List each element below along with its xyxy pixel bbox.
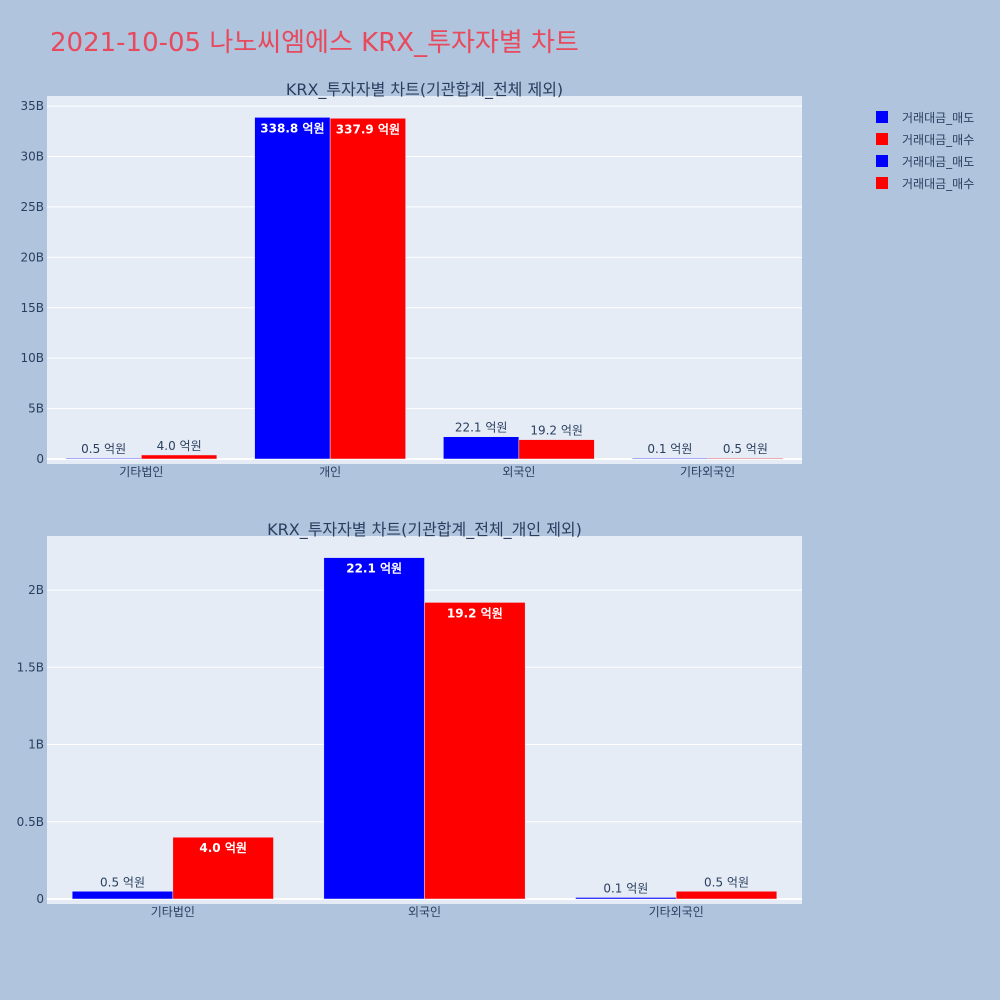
y-tick-label: 5B: [28, 402, 44, 416]
legend-swatch-buy: [876, 177, 888, 189]
y-tick-label: 1.5B: [17, 660, 44, 674]
y-tick-label: 2B: [28, 583, 44, 597]
y-tick-label: 15B: [20, 301, 44, 315]
data-label: 337.9 억원: [336, 122, 400, 136]
legend-item-sell-2[interactable]: 거래대금_매도: [876, 150, 974, 172]
plot-area: [47, 96, 802, 464]
y-tick-label: 30B: [20, 150, 44, 164]
y-tick-label: 10B: [20, 351, 44, 365]
legend-label: 거래대금_매수: [902, 176, 975, 191]
data-label: 19.2 억원: [447, 606, 503, 620]
y-tick-label: 25B: [20, 200, 44, 214]
y-tick-label: 20B: [20, 250, 44, 264]
data-label: 0.5 억원: [704, 875, 749, 889]
data-label: 0.1 억원: [647, 442, 692, 456]
bar-sell: [443, 436, 520, 460]
x-tick-label: 개인: [319, 465, 341, 479]
bar-buy: [424, 602, 526, 900]
y-tick-label: 0: [36, 892, 44, 906]
x-tick-label: 외국인: [502, 465, 535, 479]
legend-swatch-sell: [876, 155, 888, 167]
y-tick-label: 35B: [20, 99, 44, 113]
legend-label: 거래대금_매수: [902, 132, 975, 147]
x-tick-label: 기타법인: [151, 905, 195, 919]
bar-sell: [65, 457, 142, 460]
x-tick-label: 기타법인: [119, 465, 163, 479]
data-label: 22.1 억원: [346, 562, 402, 576]
data-label: 4.0 억원: [199, 841, 247, 855]
x-tick-label: 기타외국인: [680, 465, 735, 479]
bar-sell: [71, 891, 174, 900]
data-label: 0.5 억원: [100, 875, 145, 889]
legend-swatch-buy: [876, 133, 888, 145]
page-title: 2021-10-05 나노씨엠에스 KRX_투자자별 차트: [50, 28, 579, 58]
legend-item-sell-1[interactable]: 거래대금_매도: [876, 106, 974, 128]
bar-buy: [172, 836, 274, 900]
bar-sell: [254, 117, 331, 460]
x-tick-label: 기타외국인: [649, 905, 704, 919]
bar-sell: [575, 897, 677, 900]
legend-item-buy-1[interactable]: 거래대금_매수: [876, 128, 974, 150]
legend-item-buy-2[interactable]: 거래대금_매수: [876, 172, 974, 194]
data-label: 4.0 억원: [157, 439, 202, 453]
subplot-title: KRX_투자자별 차트(기관합계_전체_개인 제외): [267, 520, 582, 540]
bar-buy: [707, 457, 784, 460]
subplot-2: 0 0.5B 1B 1.5B 2B KRX_투자자별 차트(기관합계_전체_개인 제외) 기…: [17, 520, 802, 919]
legend-label: 거래대금_매도: [902, 110, 975, 125]
bar-sell: [323, 557, 425, 900]
data-label: 0.5 억원: [81, 442, 126, 456]
legend[interactable]: 거래대금_매도 거래대금_매수 거래대금_매도 거래대금_매수: [876, 106, 974, 194]
data-label: 338.8 억원: [260, 121, 324, 135]
y-tick-label: 0: [36, 452, 44, 466]
y-tick-label: 1B: [28, 738, 44, 752]
bar-buy: [518, 439, 595, 460]
data-label: 22.1 억원: [455, 421, 508, 435]
bar-buy: [329, 118, 406, 460]
bar-buy: [675, 891, 778, 900]
data-label: 0.1 억원: [603, 881, 648, 895]
subplot-title: KRX_투자자별 차트(기관합계_전체 제외): [286, 80, 563, 100]
bar-buy: [141, 454, 218, 460]
legend-label: 거래대금_매도: [902, 154, 975, 169]
y-tick-label: 0.5B: [17, 815, 44, 829]
data-label: 0.5 억원: [723, 442, 768, 456]
data-label: 19.2 억원: [530, 424, 583, 438]
legend-swatch-sell: [876, 111, 888, 123]
bar-sell: [631, 457, 708, 460]
subplot-1: 0 5B 10B 15B 20B 25B 30B 35B KRX_투자자별 차트(기관합계_전체…: [20, 80, 802, 479]
x-tick-label: 외국인: [408, 905, 441, 919]
